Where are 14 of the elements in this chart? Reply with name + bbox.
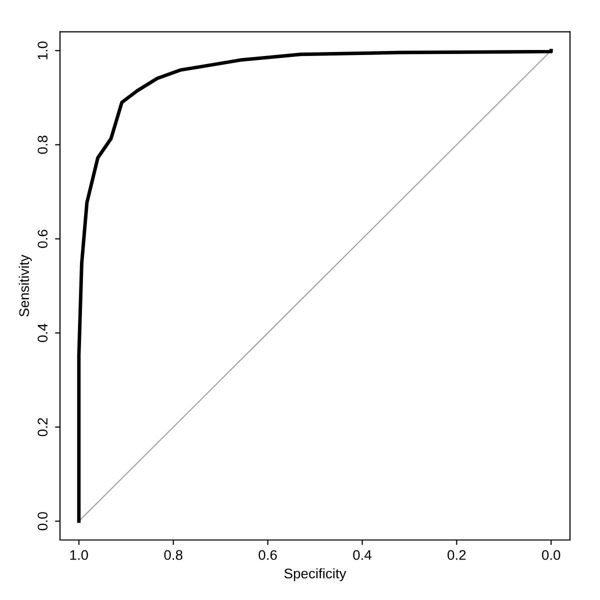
y-axis-title: Sensitivity bbox=[18, 254, 32, 317]
y-tick-label: 0.8 bbox=[38, 136, 48, 154]
y-tick-label: 0.4 bbox=[38, 324, 48, 342]
y-tick-label: 0.0 bbox=[38, 512, 48, 530]
x-tick-label: 0.0 bbox=[542, 550, 560, 560]
x-tick-label: 0.8 bbox=[164, 550, 182, 560]
x-tick-label: 0.4 bbox=[353, 550, 372, 560]
x-tick-label: 0.6 bbox=[258, 550, 277, 560]
x-tick-label: 1.0 bbox=[70, 550, 88, 560]
y-tick-label: 1.0 bbox=[38, 42, 48, 60]
x-tick-label: 0.2 bbox=[448, 550, 466, 560]
y-tick-label: 0.6 bbox=[38, 230, 48, 248]
y-tick-label: 0.2 bbox=[38, 418, 48, 436]
x-axis-title: Specificity bbox=[284, 568, 346, 582]
